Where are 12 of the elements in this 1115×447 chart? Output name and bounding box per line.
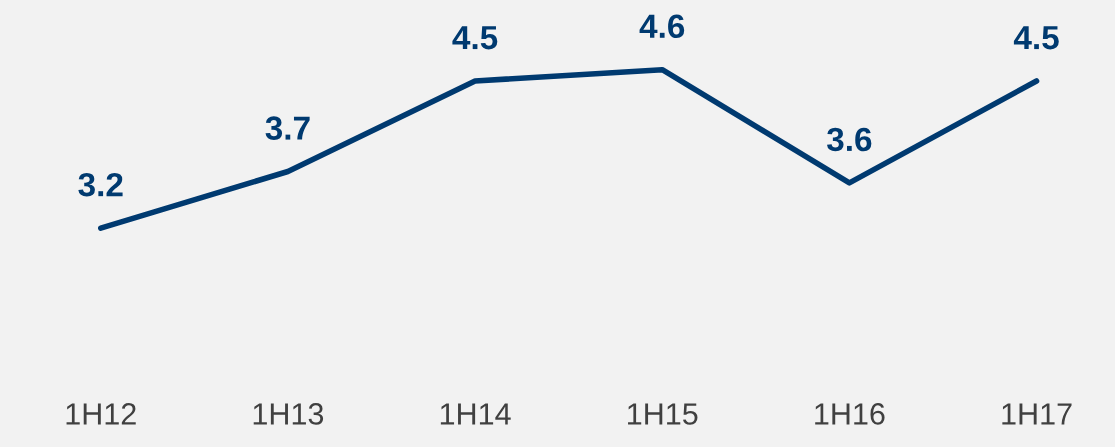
x-tick-label: 1H17 [1002,403,1072,425]
x-tick-label: 1H12 [66,403,136,425]
data-label: 3.2 [78,172,123,197]
x-tick-label: 1H16 [815,403,885,425]
x-tick-label: 1H14 [440,403,511,425]
x-tick-label: 1H15 [628,403,698,425]
x-tick-label: 1H13 [253,403,324,425]
data-label: 4.5 [1013,26,1059,50]
data-label: 4.6 [639,14,685,39]
data-label: 3.7 [265,116,310,140]
data-label: 4.5 [452,26,498,50]
data-label: 3.6 [826,127,872,152]
